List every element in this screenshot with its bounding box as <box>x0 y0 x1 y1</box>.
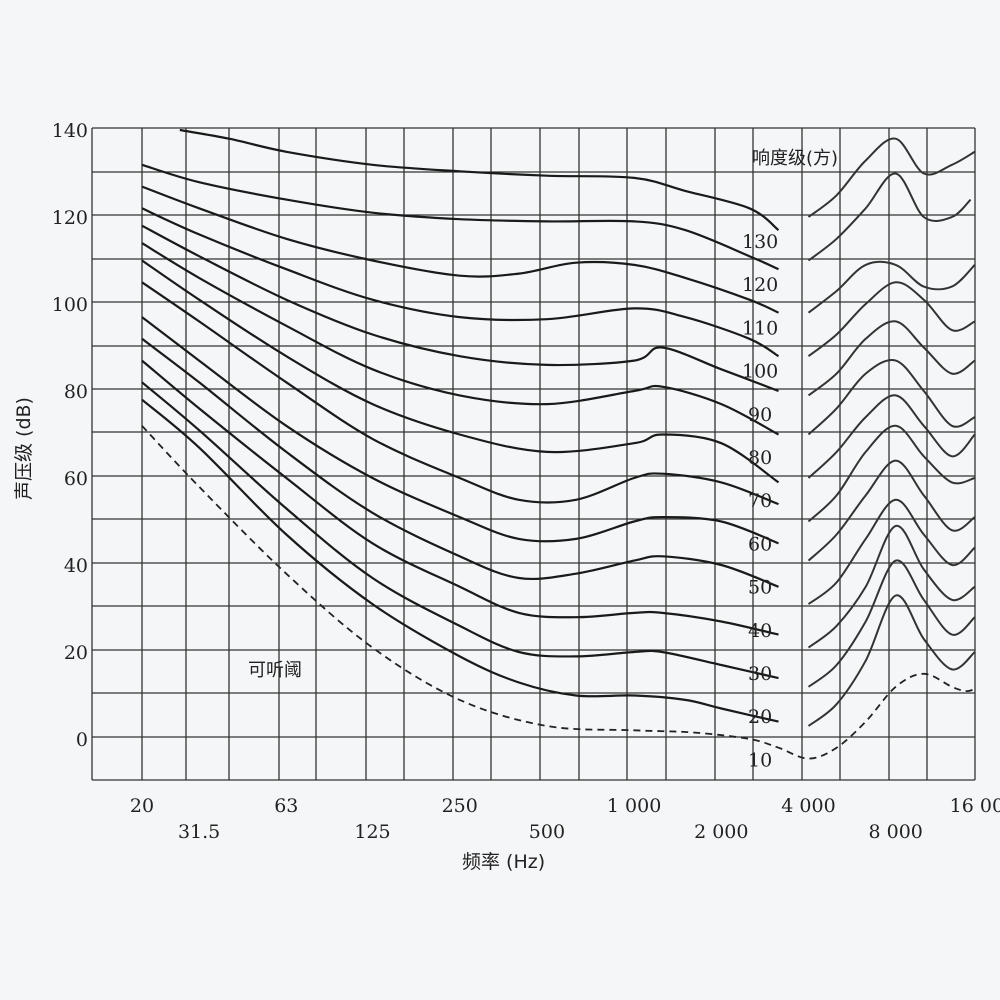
loudness-curve-120-low <box>141 163 779 271</box>
y-axis-title: 声压级 (dB) <box>13 397 35 500</box>
loudness-label-80: 80 <box>748 447 772 469</box>
loudness-curve-60-high <box>807 424 975 523</box>
loudness-label-50: 50 <box>748 577 772 599</box>
threshold-line <box>141 425 975 760</box>
loudness-curve-50-low <box>141 316 779 545</box>
loudness-curve-10-low <box>141 398 779 723</box>
loudness-level-labels: 130 120 110 100 90 80 70 60 50 40 30 20 10 <box>742 231 778 771</box>
loudness-curve-10-high <box>807 594 975 727</box>
loudness-curve-100-high <box>807 281 975 357</box>
loudness-label-110: 110 <box>742 317 778 339</box>
loudness-curve-40-high <box>807 498 975 605</box>
loudness-label-90: 90 <box>748 404 772 426</box>
loudness-curve-30-high <box>807 524 975 649</box>
y-tick-140: 140 <box>52 120 88 142</box>
loudness-curve-20-high <box>807 559 975 688</box>
x-tick-20: 20 <box>130 795 154 817</box>
loudness-curve-110-high <box>807 260 975 314</box>
loudness-curve-90-low <box>141 224 779 393</box>
x-tick-4000: 4 000 <box>781 795 835 817</box>
loudness-label-40: 40 <box>748 620 772 642</box>
y-tick-60: 60 <box>64 468 88 490</box>
loudness-label-30: 30 <box>748 663 772 685</box>
y-tick-0: 0 <box>76 729 88 751</box>
x-tick-8000: 8 000 <box>868 821 922 843</box>
x-tick-31.5: 31.5 <box>178 821 220 843</box>
x-tick-250: 250 <box>442 795 478 817</box>
loudness-curve-70-high <box>807 394 975 479</box>
x-tick-125: 125 <box>354 821 390 843</box>
loudness-curve-90-high <box>807 320 975 397</box>
loudness-curve-70-low <box>141 259 780 484</box>
threshold-label: 可听阈 <box>248 660 302 681</box>
x-tick-1000: 1 000 <box>607 795 661 817</box>
x-tick-2000: 2 000 <box>694 821 748 843</box>
loudness-curve-80-low <box>141 242 780 436</box>
y-tick-120: 120 <box>52 207 88 229</box>
loudness-curve-110-low <box>141 185 779 314</box>
y-tick-40: 40 <box>64 555 88 577</box>
loudness-curve-120-high <box>807 172 972 262</box>
legend-title: 响度级(方) <box>752 148 838 169</box>
x-axis-title: 频率 (Hz) <box>462 851 545 873</box>
y-tick-80: 80 <box>64 381 88 403</box>
y-tick-labels: 140 120 100 80 60 40 20 0 <box>52 120 88 751</box>
x-tick-16000: 16 000 <box>950 795 1000 817</box>
loudness-label-100: 100 <box>742 361 778 383</box>
y-tick-20: 20 <box>64 642 88 664</box>
equal-loudness-curves <box>141 128 975 727</box>
grid <box>91 127 976 781</box>
loudness-label-70: 70 <box>748 490 772 512</box>
loudness-curve-100-low <box>141 207 780 358</box>
loudness-label-60: 60 <box>748 533 772 555</box>
loudness-label-130: 130 <box>742 231 778 253</box>
x-tick-500: 500 <box>529 821 565 843</box>
loudness-curve-130-low <box>179 128 780 231</box>
loudness-curve-30-low <box>141 359 779 636</box>
loudness-curve-40-low <box>141 337 779 588</box>
loudness-curve-130-high <box>807 137 975 218</box>
hearing-threshold-curve <box>141 425 975 760</box>
loudness-curve-80-high <box>807 359 975 436</box>
y-tick-100: 100 <box>52 294 88 316</box>
x-tick-labels: 20 63 250 1 000 4 000 16 000 31.5 125 500 2 000 8 … <box>130 795 1000 843</box>
loudness-label-120: 120 <box>742 274 778 296</box>
loudness-curve-60-low <box>141 281 779 506</box>
loudness-label-20: 20 <box>748 706 772 728</box>
loudness-curve-20-low <box>141 381 779 680</box>
x-tick-63: 63 <box>274 795 298 817</box>
loudness-label-10: 10 <box>748 749 772 771</box>
loudness-curve-50-high <box>807 459 975 562</box>
